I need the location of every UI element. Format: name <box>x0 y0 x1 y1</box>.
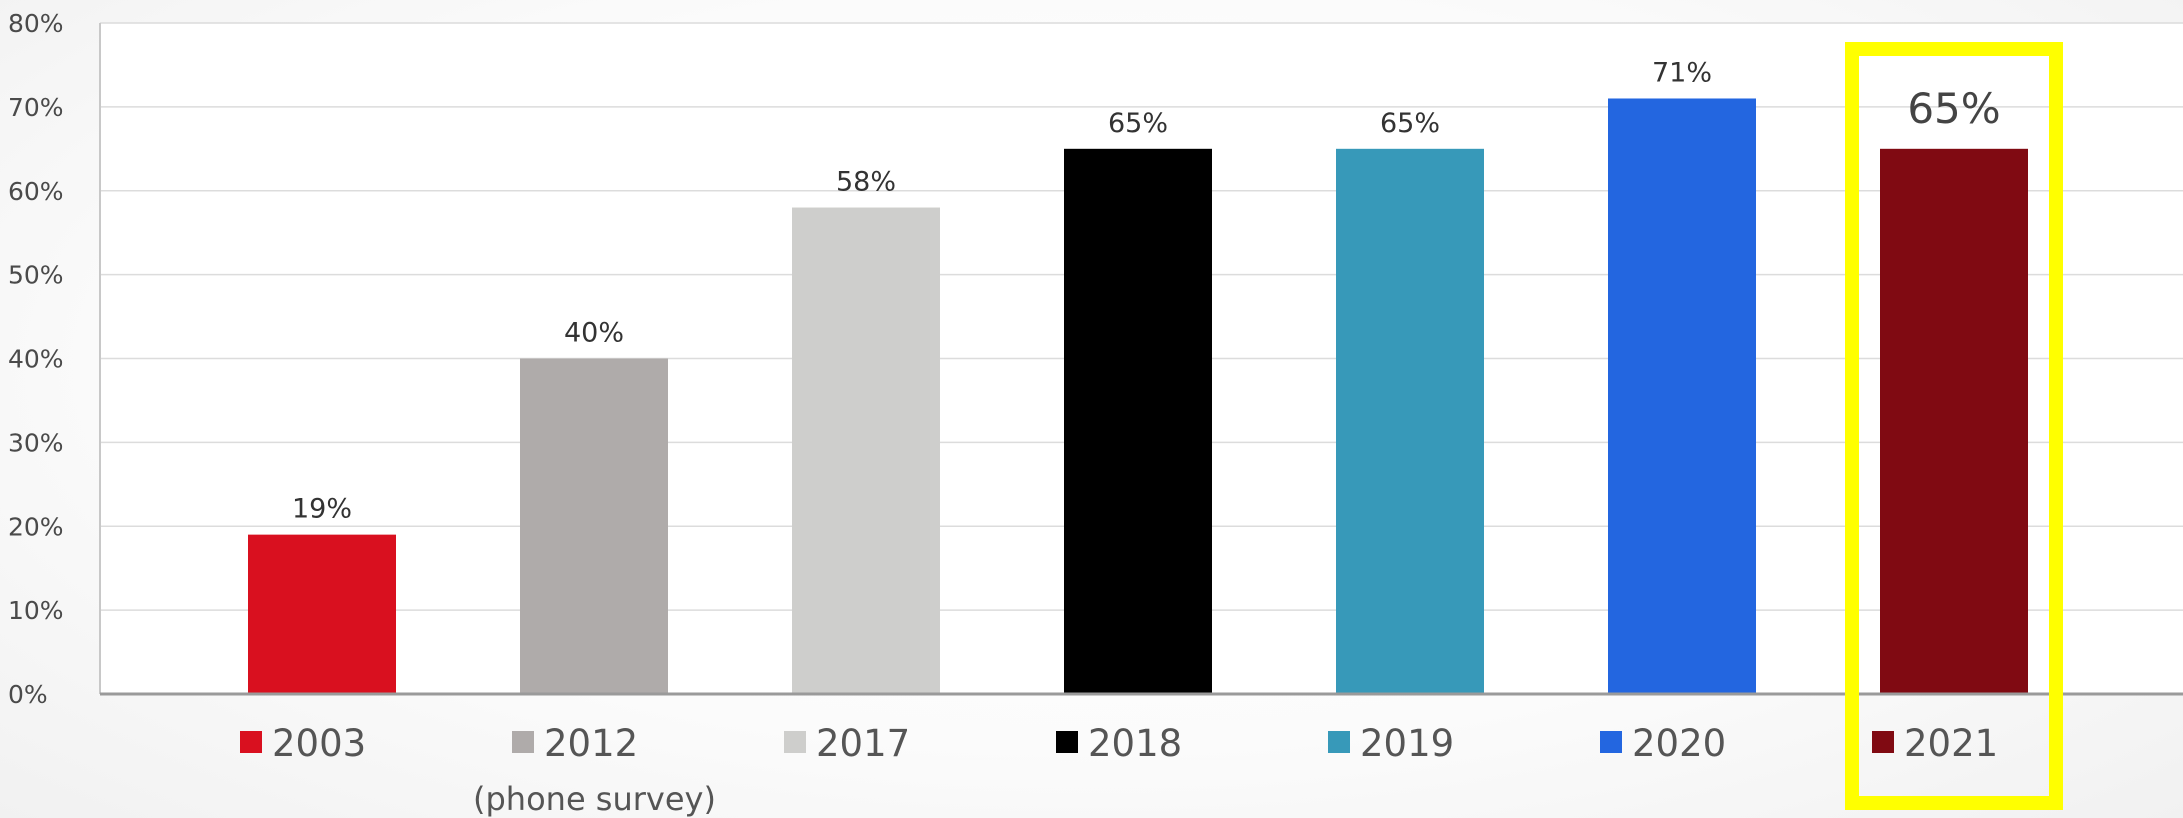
legend-label: 2003 <box>272 722 366 765</box>
bar-2020 <box>1608 98 1756 695</box>
legend-item-2017: 2017 <box>784 722 910 765</box>
legend-item-2019: 2019 <box>1328 722 1454 765</box>
y-tick-label: 0% <box>8 680 48 709</box>
legend-note: (phone survey) <box>473 780 716 818</box>
bar-2017 <box>792 207 940 694</box>
legend-swatch <box>1056 731 1078 753</box>
legend-swatch <box>240 731 262 753</box>
bar-2019 <box>1336 148 1484 694</box>
y-tick-label: 20% <box>8 512 64 541</box>
legend-item-2003: 2003 <box>240 722 366 765</box>
data-label-2003: 19% <box>292 494 352 525</box>
legend-label: 2012 <box>544 722 638 765</box>
axes <box>99 23 2183 696</box>
data-label-2012: 40% <box>564 318 624 349</box>
data-label-2019: 65% <box>1380 108 1440 139</box>
bar-2012 <box>520 358 668 694</box>
bar-2021 <box>1880 148 2028 694</box>
legend-item-2021: 2021 <box>1872 722 1998 765</box>
data-label-2018: 65% <box>1108 108 1168 139</box>
legend-item-2018: 2018 <box>1056 722 1182 765</box>
legend-label: 2017 <box>816 722 910 765</box>
legend-swatch <box>1600 731 1622 753</box>
legend-item-2012: 2012 (phone survey) <box>473 722 716 818</box>
y-tick-label: 80% <box>8 9 64 38</box>
legend-label: 2019 <box>1360 722 1454 765</box>
data-labels: 19% 40% 58% 65% 65% 71% 65% <box>292 57 2001 524</box>
data-label-2017: 58% <box>836 167 896 198</box>
bars <box>248 98 2028 695</box>
y-tick-label: 50% <box>8 261 64 290</box>
data-label-2020: 71% <box>1652 57 1712 88</box>
y-tick-label: 40% <box>8 345 64 374</box>
legend-swatch <box>784 731 806 753</box>
legend-swatch <box>1872 731 1894 753</box>
y-axis-tick-labels: 0% 10% 20% 30% 40% 50% 60% 70% 80% <box>8 9 64 709</box>
legend-swatch <box>1328 731 1350 753</box>
y-tick-label: 30% <box>8 428 64 457</box>
legend-label: 2021 <box>1904 722 1998 765</box>
highlight <box>1845 42 2063 810</box>
legend: 2003 2012 (phone survey) 2017 2018 2019 2020 20… <box>240 722 1998 818</box>
y-tick-label: 10% <box>8 596 64 625</box>
legend-swatch <box>512 731 534 753</box>
bar-2003 <box>248 534 396 694</box>
y-tick-label: 60% <box>8 177 64 206</box>
legend-label: 2018 <box>1088 722 1182 765</box>
y-tick-label: 70% <box>8 93 64 122</box>
legend-item-2020: 2020 <box>1600 722 1726 765</box>
bar-2018 <box>1064 148 1212 694</box>
highlight-box <box>1845 42 2063 810</box>
legend-label: 2020 <box>1632 722 1726 765</box>
data-label-2021: 65% <box>1907 84 2000 133</box>
